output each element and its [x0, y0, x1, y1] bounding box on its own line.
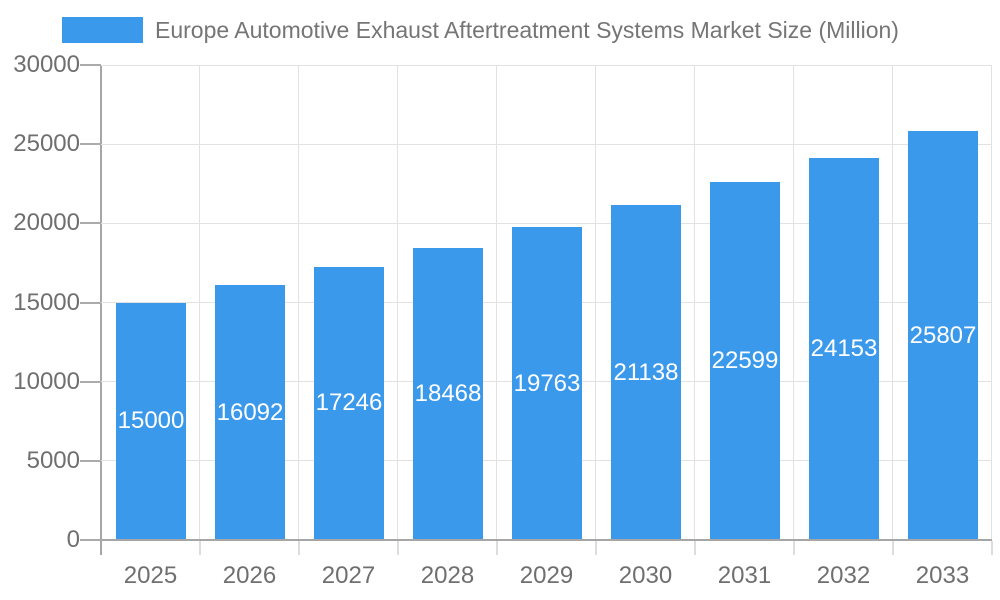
x-axis-tick-label: 2030	[618, 562, 673, 589]
gridline-vertical	[892, 65, 893, 540]
bar-value-label: 22599	[711, 347, 779, 375]
x-axis-tick-label: 2028	[420, 562, 475, 589]
gridline-vertical	[397, 65, 398, 540]
bar-value-label: 25807	[909, 321, 977, 349]
bar-2031[interactable]: 22599	[710, 182, 780, 540]
x-axis-tick	[694, 541, 696, 555]
bar-2028[interactable]: 18468	[413, 247, 483, 540]
y-axis-tick-label: 15000	[13, 288, 80, 316]
gridline-vertical	[694, 65, 695, 540]
x-axis-tick-label: 2032	[816, 562, 871, 589]
y-axis-tick	[80, 143, 101, 146]
y-axis-tick	[80, 539, 101, 541]
bar-2033[interactable]: 25807	[908, 131, 978, 540]
bar-2025[interactable]: 15000	[116, 302, 186, 540]
x-axis-tick-label: 2026	[222, 562, 277, 589]
bar-value-label: 16092	[216, 398, 284, 426]
x-axis-line	[101, 539, 992, 541]
x-axis-tick-label: 2031	[717, 562, 772, 589]
bar-2026[interactable]: 16092	[215, 285, 285, 540]
x-axis-tick	[793, 541, 795, 555]
legend-item[interactable]: Europe Automotive Exhaust Aftertreatment…	[62, 16, 899, 44]
bar-value-label: 15000	[117, 407, 185, 435]
gridline-horizontal	[101, 222, 992, 224]
gridline-vertical	[199, 65, 200, 540]
y-axis-tick-label: 0	[66, 526, 80, 553]
x-axis-tick	[397, 541, 399, 555]
bar-value-label: 21138	[613, 358, 679, 386]
y-axis-tick-label: 30000	[13, 51, 80, 78]
legend-label: Europe Automotive Exhaust Aftertreatment…	[155, 16, 899, 43]
bar-value-label: 18468	[414, 379, 482, 407]
bar-2030[interactable]: 21138	[611, 205, 681, 540]
gridline-horizontal	[101, 143, 992, 145]
gridline-vertical	[595, 65, 596, 540]
x-axis-tick-label: 2033	[915, 562, 970, 589]
y-axis-tick	[80, 222, 101, 225]
bar-value-label: 19763	[513, 369, 581, 397]
legend-swatch-icon	[62, 17, 143, 43]
bar-2027[interactable]: 17246	[314, 266, 384, 540]
x-axis-tick-label: 2029	[519, 562, 574, 589]
y-axis-tick-label: 5000	[26, 446, 80, 474]
gridline-vertical	[793, 65, 794, 540]
x-axis-tick-label: 2025	[123, 562, 178, 589]
gridline-horizontal	[101, 64, 992, 66]
y-axis-line	[100, 65, 102, 555]
y-axis-tick-label: 25000	[13, 130, 80, 158]
gridline-vertical	[496, 65, 497, 540]
x-axis-tick	[892, 541, 894, 555]
y-axis-tick	[80, 459, 101, 462]
gridline-vertical	[298, 65, 299, 540]
y-axis-tick-label: 10000	[13, 367, 80, 395]
bar-2032[interactable]: 24153	[809, 157, 879, 540]
x-axis-tick-label: 2027	[321, 562, 376, 589]
plot-area: 15000 16092 17246 18468 19763 21138 22599 24153…	[101, 64, 992, 540]
x-axis-tick	[199, 541, 201, 555]
x-axis-tick	[496, 541, 498, 555]
bar-value-label: 24153	[810, 334, 878, 362]
x-axis-tick	[991, 541, 993, 555]
x-axis-tick	[595, 541, 597, 555]
bar-2029[interactable]: 19763	[512, 227, 582, 540]
x-axis-tick	[298, 541, 300, 555]
bar-value-label: 17246	[315, 389, 383, 417]
y-axis-tick	[80, 301, 101, 304]
y-axis-tick-label: 20000	[13, 209, 80, 237]
y-axis-tick	[80, 380, 101, 383]
gridline-vertical	[991, 65, 992, 540]
y-axis-tick	[80, 64, 101, 66]
